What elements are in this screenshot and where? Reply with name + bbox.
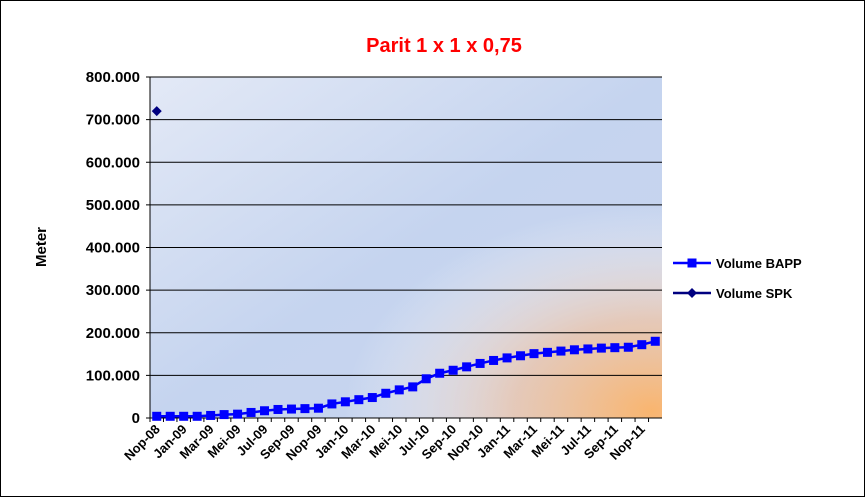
data-point (489, 355, 499, 365)
data-point (233, 409, 243, 419)
data-point (246, 407, 256, 417)
data-point (179, 411, 189, 421)
y-tick-label: 200.000 (86, 325, 140, 342)
chart-title: Parit 1 x 1 x 0,75 (366, 35, 522, 57)
data-point (542, 347, 552, 357)
y-tick-label: 0 (132, 410, 140, 427)
data-point (286, 404, 296, 414)
gridlines (150, 76, 662, 376)
legend-label: Volume BAPP (716, 256, 802, 271)
data-point (556, 346, 566, 356)
y-axis-label: Meter (33, 227, 50, 267)
data-point (421, 374, 431, 384)
data-point (367, 393, 377, 403)
data-point (273, 404, 283, 414)
y-tick-label: 100.000 (86, 367, 140, 384)
data-point (313, 403, 323, 413)
data-point (165, 411, 175, 421)
legend-marker (687, 258, 697, 268)
y-tick-label: 800.000 (86, 69, 140, 86)
data-point (623, 342, 633, 352)
series-group (151, 106, 660, 421)
data-point (569, 345, 579, 355)
data-point (610, 343, 620, 353)
legend-label: Volume SPK (716, 286, 793, 301)
legend-entry: Volume BAPP (673, 256, 802, 271)
data-point (354, 395, 364, 405)
data-point (300, 404, 310, 414)
legend: Volume BAPP Volume SPK (673, 256, 802, 301)
data-point (192, 411, 202, 421)
data-point (260, 406, 270, 416)
data-point (529, 349, 539, 359)
data-point (596, 343, 606, 353)
data-point (408, 382, 418, 392)
legend-marker (687, 288, 697, 298)
data-point (448, 365, 458, 375)
data-point (394, 385, 404, 395)
data-point (435, 368, 445, 378)
series-volume-bapp (152, 336, 660, 421)
data-point (650, 336, 660, 346)
series-volume-spk (151, 106, 162, 117)
data-point (516, 351, 526, 361)
data-point (327, 399, 337, 409)
y-tick-label: 700.000 (86, 112, 140, 129)
data-point (637, 340, 647, 350)
y-tick-label: 600.000 (86, 154, 140, 171)
y-axis-ticks: 0 100.000 200.000 300.000 400.000 500.000 600.… (86, 69, 150, 427)
data-point (151, 106, 162, 117)
data-point (152, 411, 162, 421)
x-axis-ticks: Nop-08Jan-09Mar-09Mei-09Jul-09Sep-09Nop-… (121, 418, 650, 463)
y-tick-label: 300.000 (86, 282, 140, 299)
y-tick-label: 400.000 (86, 240, 140, 257)
data-point (583, 344, 593, 354)
data-point (502, 353, 512, 363)
data-point (475, 358, 485, 368)
data-point (381, 388, 391, 398)
data-point (219, 410, 229, 420)
y-tick-label: 500.000 (86, 197, 140, 214)
data-point (462, 362, 472, 372)
legend-entry: Volume SPK (673, 286, 793, 301)
data-point (206, 410, 216, 420)
data-point (340, 397, 350, 407)
